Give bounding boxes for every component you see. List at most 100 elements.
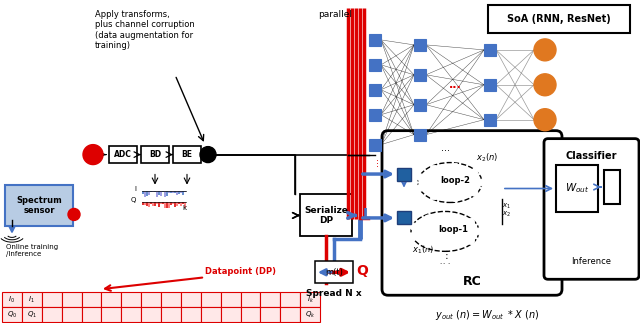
Bar bbox=[121, 307, 141, 322]
Circle shape bbox=[468, 237, 474, 245]
Text: Spectrum
sensor: Spectrum sensor bbox=[16, 196, 62, 215]
Bar bbox=[484, 44, 496, 56]
Circle shape bbox=[417, 184, 424, 191]
Bar bbox=[158, 202, 159, 206]
Bar bbox=[414, 39, 426, 51]
Circle shape bbox=[534, 74, 556, 96]
Circle shape bbox=[431, 193, 438, 200]
Bar bbox=[148, 191, 150, 195]
Circle shape bbox=[479, 179, 486, 186]
Circle shape bbox=[83, 145, 103, 165]
Text: $x_2$: $x_2$ bbox=[502, 210, 511, 219]
Bar bbox=[172, 191, 173, 192]
Text: SoA (RNN, ResNet): SoA (RNN, ResNet) bbox=[507, 14, 611, 24]
Bar bbox=[101, 307, 121, 322]
Text: $x_1(n)$: $x_1(n)$ bbox=[412, 243, 435, 256]
Bar bbox=[81, 292, 101, 307]
Bar bbox=[42, 307, 61, 322]
Bar bbox=[604, 169, 620, 204]
Bar bbox=[166, 202, 168, 208]
Text: parallel: parallel bbox=[318, 10, 352, 19]
Bar bbox=[141, 292, 161, 307]
Bar bbox=[170, 202, 172, 205]
Bar bbox=[184, 202, 186, 208]
Bar bbox=[300, 292, 320, 307]
Bar bbox=[168, 202, 170, 207]
Text: Serialize
DP: Serialize DP bbox=[304, 206, 348, 225]
Bar bbox=[414, 129, 426, 141]
Text: ...: ... bbox=[449, 80, 461, 90]
Circle shape bbox=[476, 228, 483, 235]
Bar bbox=[174, 191, 175, 193]
Bar bbox=[154, 202, 156, 206]
Bar bbox=[144, 202, 145, 205]
Bar bbox=[141, 146, 169, 163]
Bar bbox=[141, 307, 161, 322]
Text: Q: Q bbox=[356, 264, 368, 278]
Text: $y_{out}\ (n) = W_{out}\ * X\ (n)$: $y_{out}\ (n) = W_{out}\ * X\ (n)$ bbox=[435, 308, 539, 322]
Circle shape bbox=[447, 243, 454, 249]
Text: BE: BE bbox=[182, 150, 193, 159]
Circle shape bbox=[447, 213, 454, 220]
Bar bbox=[142, 191, 143, 194]
Bar bbox=[61, 307, 81, 322]
Bar bbox=[2, 292, 22, 307]
Text: BD: BD bbox=[149, 150, 161, 159]
Circle shape bbox=[452, 195, 459, 202]
Text: I: I bbox=[363, 207, 368, 221]
Text: Classifier: Classifier bbox=[566, 151, 617, 161]
Bar bbox=[397, 168, 411, 180]
FancyBboxPatch shape bbox=[382, 131, 562, 295]
Bar bbox=[369, 139, 381, 151]
Bar bbox=[182, 202, 184, 204]
Circle shape bbox=[534, 39, 556, 61]
Text: $Q_k$: $Q_k$ bbox=[305, 310, 316, 320]
Bar bbox=[174, 202, 175, 207]
Text: Q: Q bbox=[131, 197, 136, 203]
Text: loop-2: loop-2 bbox=[440, 176, 470, 185]
Text: I: I bbox=[134, 186, 136, 191]
Bar bbox=[61, 292, 81, 307]
Text: ...: ... bbox=[440, 143, 449, 153]
Bar bbox=[414, 69, 426, 81]
Bar bbox=[42, 292, 61, 307]
Bar bbox=[176, 191, 177, 195]
Circle shape bbox=[471, 169, 478, 176]
Text: k: k bbox=[182, 205, 186, 212]
Bar bbox=[81, 307, 101, 322]
Bar bbox=[166, 191, 168, 196]
Bar bbox=[160, 191, 161, 196]
Circle shape bbox=[534, 109, 556, 131]
Bar bbox=[144, 191, 145, 197]
Bar bbox=[484, 114, 496, 126]
Bar bbox=[109, 146, 137, 163]
Bar bbox=[162, 202, 163, 204]
Circle shape bbox=[468, 218, 474, 225]
Text: $Q_1$: $Q_1$ bbox=[27, 310, 37, 320]
Bar bbox=[168, 191, 170, 193]
Circle shape bbox=[424, 241, 431, 248]
Bar bbox=[300, 194, 352, 237]
Circle shape bbox=[410, 223, 417, 230]
Bar bbox=[156, 191, 157, 197]
Bar bbox=[142, 202, 143, 205]
Polygon shape bbox=[9, 226, 15, 232]
Bar bbox=[221, 292, 241, 307]
Text: $I_1$: $I_1$ bbox=[28, 295, 35, 305]
Text: ADC: ADC bbox=[114, 150, 132, 159]
Text: $\vdots$: $\vdots$ bbox=[442, 248, 449, 261]
Bar bbox=[184, 191, 186, 192]
Bar bbox=[484, 79, 496, 91]
Bar bbox=[152, 202, 154, 206]
Bar bbox=[369, 59, 381, 71]
Text: $I_k$: $I_k$ bbox=[307, 295, 314, 305]
Bar bbox=[101, 292, 121, 307]
Bar bbox=[160, 202, 161, 204]
Circle shape bbox=[68, 208, 80, 220]
Bar bbox=[241, 292, 260, 307]
Bar bbox=[161, 307, 181, 322]
Text: m(t): m(t) bbox=[325, 268, 343, 277]
Text: Inference: Inference bbox=[572, 257, 611, 266]
Bar bbox=[241, 307, 260, 322]
Bar bbox=[280, 292, 300, 307]
